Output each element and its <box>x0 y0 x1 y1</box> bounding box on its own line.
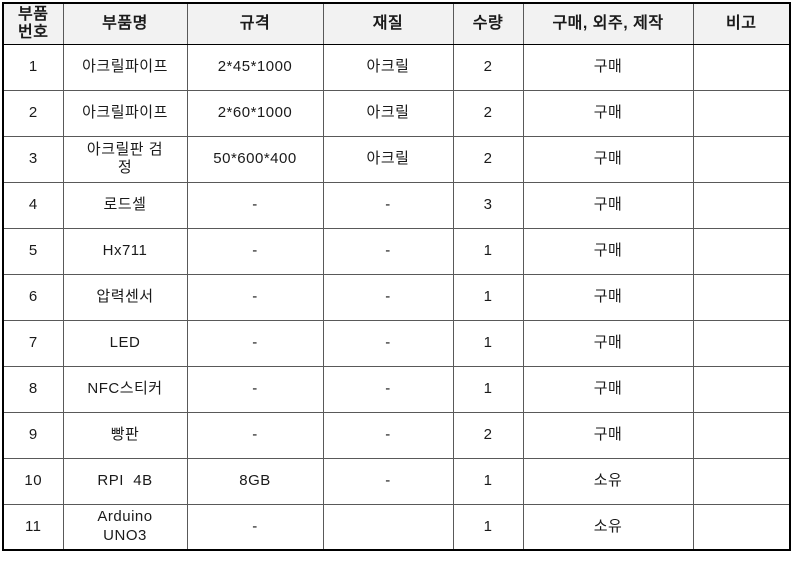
cell-material: - <box>322 319 454 367</box>
cell-note <box>692 457 791 505</box>
cell-spec: - <box>186 319 324 367</box>
cell-material: 아크릴 <box>322 43 454 91</box>
cell-spec: - <box>186 273 324 321</box>
cell-no: 5 <box>2 227 64 275</box>
cell-source: 구매 <box>522 89 694 137</box>
cell-material: - <box>322 411 454 459</box>
cell-name: 아크릴판 검 정 <box>62 135 188 183</box>
table-row: 11 Arduino UNO3- 1 소유 <box>2 503 791 551</box>
cell-source: 구매 <box>522 411 694 459</box>
cell-qty: 1 <box>452 365 524 413</box>
cell-source: 구매 <box>522 319 694 367</box>
cell-note <box>692 273 791 321</box>
cell-spec: - <box>186 227 324 275</box>
cell-note <box>692 89 791 137</box>
cell-name: RPI 4B <box>62 457 188 505</box>
column-header-no: 부품 번호 <box>2 2 64 45</box>
column-header-spec: 규격 <box>186 2 324 45</box>
cell-qty: 3 <box>452 181 524 229</box>
cell-name: 로드셀 <box>62 181 188 229</box>
cell-note <box>692 365 791 413</box>
cell-source: 구매 <box>522 273 694 321</box>
cell-qty: 2 <box>452 89 524 137</box>
table-row: 7 LED - -1 구매 <box>2 319 791 367</box>
cell-no: 3 <box>2 135 64 183</box>
table-row: 4 로드셀 - -3 구매 <box>2 181 791 229</box>
cell-name: Hx711 <box>62 227 188 275</box>
cell-name: LED <box>62 319 188 367</box>
cell-name: 압력센서 <box>62 273 188 321</box>
table-row: 5 Hx711- -1 구매 <box>2 227 791 275</box>
table-row: 10 RPI 4B 8GB -1 소유 <box>2 457 791 505</box>
cell-source: 구매 <box>522 43 694 91</box>
document-page: 부품 번호 부품명 규격 재질 수량 구매, 외주, 제작 비고 1 아크릴파이프 2*45*1… <box>2 2 791 552</box>
cell-material: 아크릴 <box>322 89 454 137</box>
cell-material: - <box>322 365 454 413</box>
column-header-note: 비고 <box>692 2 791 45</box>
cell-note <box>692 181 791 229</box>
cell-source: 구매 <box>522 181 694 229</box>
cell-note <box>692 411 791 459</box>
table-row: 8 NFC스티커 - -1 구매 <box>2 365 791 413</box>
cell-spec: 2*60*1000 <box>186 89 324 137</box>
cell-no: 4 <box>2 181 64 229</box>
cell-no: 10 <box>2 457 64 505</box>
cell-spec: - <box>186 181 324 229</box>
cell-source: 구매 <box>522 135 694 183</box>
cell-qty: 1 <box>452 319 524 367</box>
cell-qty: 2 <box>452 135 524 183</box>
column-header-qty: 수량 <box>452 2 524 45</box>
cell-material: - <box>322 457 454 505</box>
cell-note <box>692 227 791 275</box>
cell-material <box>322 503 454 551</box>
cell-source: 구매 <box>522 227 694 275</box>
table-row: 9 빵판 - -2 구매 <box>2 411 791 459</box>
cell-name: 빵판 <box>62 411 188 459</box>
cell-material: - <box>322 181 454 229</box>
header-row: 부품 번호 부품명 규격 재질 수량 구매, 외주, 제작 비고 <box>2 2 791 45</box>
cell-qty: 2 <box>452 411 524 459</box>
table-row: 1 아크릴파이프 2*45*1000 아크릴 2 구매 <box>2 43 791 91</box>
table-body: 1 아크릴파이프 2*45*1000 아크릴 2 구매 2 아크릴파이프 2*60*1000 아크… <box>2 43 791 551</box>
cell-spec: 2*45*1000 <box>186 43 324 91</box>
cell-spec: 8GB <box>186 457 324 505</box>
column-header-material: 재질 <box>322 2 454 45</box>
table-row: 2 아크릴파이프 2*60*1000 아크릴 2 구매 <box>2 89 791 137</box>
cell-note <box>692 135 791 183</box>
cell-no: 8 <box>2 365 64 413</box>
cell-qty: 1 <box>452 503 524 551</box>
column-header-source: 구매, 외주, 제작 <box>522 2 694 45</box>
cell-name: NFC스티커 <box>62 365 188 413</box>
cell-no: 7 <box>2 319 64 367</box>
table-row: 6 압력센서 - -1 구매 <box>2 273 791 321</box>
cell-source: 소유 <box>522 503 694 551</box>
cell-no: 2 <box>2 89 64 137</box>
cell-source: 소유 <box>522 457 694 505</box>
cell-name: Arduino UNO3 <box>62 503 188 551</box>
cell-qty: 2 <box>452 43 524 91</box>
cell-note <box>692 319 791 367</box>
cell-name: 아크릴파이프 <box>62 89 188 137</box>
cell-note <box>692 43 791 91</box>
table-row: 3 아크릴판 검 정 50*600*400 아크릴 2 구매 <box>2 135 791 183</box>
cell-spec: - <box>186 503 324 551</box>
cell-no: 9 <box>2 411 64 459</box>
cell-qty: 1 <box>452 457 524 505</box>
cell-spec: - <box>186 365 324 413</box>
cell-note <box>692 503 791 551</box>
parts-table: 부품 번호 부품명 규격 재질 수량 구매, 외주, 제작 비고 1 아크릴파이프 2*45*1… <box>2 2 791 552</box>
cell-material: - <box>322 227 454 275</box>
cell-qty: 1 <box>452 273 524 321</box>
cell-no: 11 <box>2 503 64 551</box>
cell-no: 1 <box>2 43 64 91</box>
cell-spec: 50*600*400 <box>186 135 324 183</box>
cell-name: 아크릴파이프 <box>62 43 188 91</box>
cell-no: 6 <box>2 273 64 321</box>
cell-source: 구매 <box>522 365 694 413</box>
cell-material: - <box>322 273 454 321</box>
cell-material: 아크릴 <box>322 135 454 183</box>
column-header-name: 부품명 <box>62 2 188 45</box>
cell-spec: - <box>186 411 324 459</box>
cell-qty: 1 <box>452 227 524 275</box>
